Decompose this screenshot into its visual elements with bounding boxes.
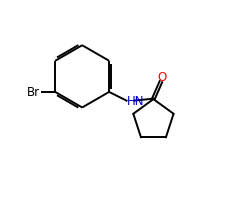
Text: HN: HN — [127, 94, 145, 107]
Text: O: O — [158, 70, 167, 83]
Text: Br: Br — [27, 86, 40, 99]
